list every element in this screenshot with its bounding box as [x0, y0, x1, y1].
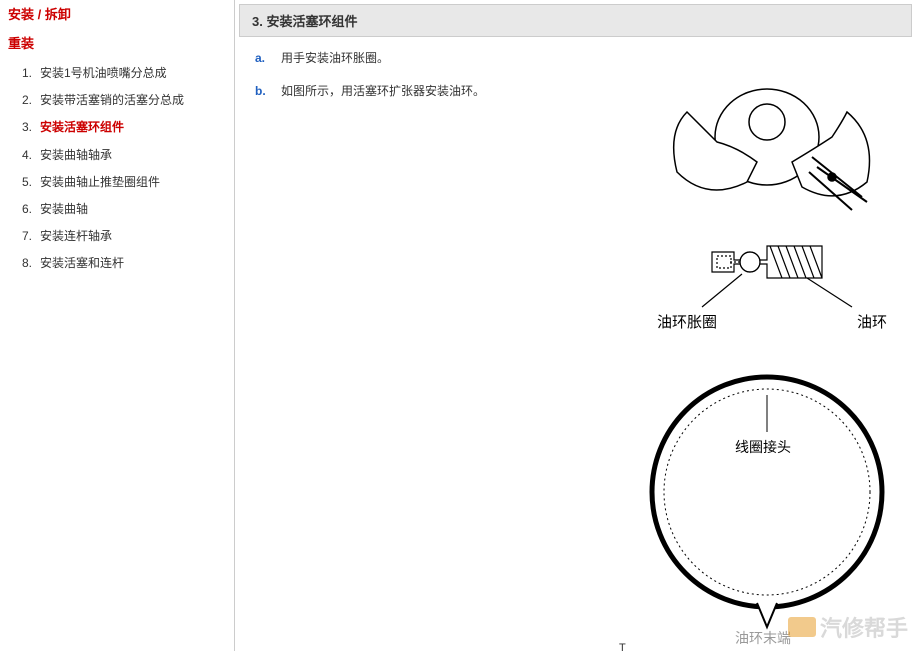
nav-item-6[interactable]: 6.安装曲轴 — [22, 196, 226, 223]
nav-item-5[interactable]: 5.安装曲轴止推垫圈组件 — [22, 169, 226, 196]
nav-item-8[interactable]: 8.安装活塞和连杆 — [22, 250, 226, 277]
sidebar-section-label: 重装 — [0, 29, 234, 60]
nav-num: 2. — [22, 91, 40, 110]
nav-num: 6. — [22, 200, 40, 219]
nav-item-4[interactable]: 4.安装曲轴轴承 — [22, 142, 226, 169]
nav-num: 1. — [22, 64, 40, 83]
nav-link[interactable]: 安装连杆轴承 — [40, 229, 112, 243]
diagram-bottom: 线圈接头 油环末端 — [611, 341, 916, 651]
label-ring-end: 油环末端 — [735, 630, 791, 646]
nav-item-2[interactable]: 2.安装带活塞销的活塞分总成 — [22, 87, 226, 114]
ring-circle-svg: 线圈接头 油环末端 — [617, 347, 916, 647]
nav-num: 8. — [22, 254, 40, 273]
section-header: 3. 安装活塞环组件 — [239, 4, 912, 37]
watermark: 汽修帮手 — [788, 611, 908, 643]
diagram-area: 油环胀圈 油环 线圈接头 油环末端 — [611, 46, 916, 651]
nav-link[interactable]: 安装活塞环组件 — [40, 120, 124, 134]
nav-link[interactable]: 安装曲轴止推垫圈组件 — [40, 175, 160, 189]
main-content: 3. 安装活塞环组件 a. 用手安装油环胀圈。 b. 如图所示，用活塞环扩张器安… — [235, 0, 916, 651]
nav-num: 3. — [22, 118, 40, 137]
nav-link[interactable]: 安装带活塞销的活塞分总成 — [40, 93, 184, 107]
nav-num: 5. — [22, 173, 40, 192]
nav-item-7[interactable]: 7.安装连杆轴承 — [22, 223, 226, 250]
label-oil-ring: 油环 — [857, 314, 887, 331]
sidebar-top-title: 安装 / 拆卸 — [0, 4, 234, 29]
label-coil-joint: 线圈接头 — [735, 439, 791, 455]
diagram-top: 油环胀圈 油环 — [611, 46, 916, 341]
watermark-icon — [788, 617, 816, 637]
sidebar: 安装 / 拆卸 重装 1.安装1号机油喷嘴分总成 2.安装带活塞销的活塞分总成 … — [0, 0, 235, 651]
nav-num: 4. — [22, 146, 40, 165]
nav-link[interactable]: 安装活塞和连杆 — [40, 256, 124, 270]
app-container: 安装 / 拆卸 重装 1.安装1号机油喷嘴分总成 2.安装带活塞销的活塞分总成 … — [0, 0, 916, 651]
nav-link[interactable]: 安装1号机油喷嘴分总成 — [40, 66, 167, 80]
watermark-text: 汽修帮手 — [820, 611, 908, 643]
piston-expander-svg: 油环胀圈 油环 — [617, 52, 916, 332]
nav-link[interactable]: 安装曲轴 — [40, 202, 88, 216]
label-expander-ring: 油环胀圈 — [657, 314, 717, 331]
nav-item-1[interactable]: 1.安装1号机油喷嘴分总成 — [22, 60, 226, 87]
nav-list: 1.安装1号机油喷嘴分总成 2.安装带活塞销的活塞分总成 3.安装活塞环组件 4… — [0, 60, 234, 278]
nav-num: 7. — [22, 227, 40, 246]
bottom-letter: T — [619, 642, 626, 651]
nav-item-3[interactable]: 3.安装活塞环组件 — [22, 114, 226, 141]
step-label: b. — [255, 82, 281, 101]
step-label: a. — [255, 49, 281, 68]
nav-link[interactable]: 安装曲轴轴承 — [40, 148, 112, 162]
